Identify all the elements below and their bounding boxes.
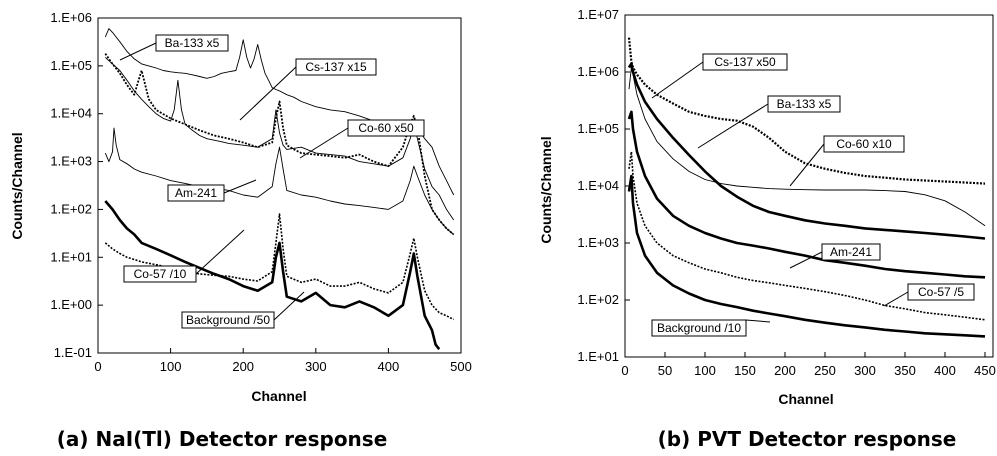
x-tick-label: 350 (894, 363, 916, 378)
annotation-ba133-b: Ba-133 x5 (697, 95, 841, 149)
annotation-label: Co-60 x50 (358, 121, 414, 135)
annotation-cs137-a: Cs-137 x15 (239, 58, 377, 121)
annotation-label: Cs-137 x50 (714, 55, 776, 69)
annotation-label: Am-241 (830, 245, 872, 259)
annotation-label: Am-241 (175, 186, 217, 200)
y-tick-label: 1.E+06 (50, 10, 92, 25)
x-tick-label: 200 (232, 359, 254, 374)
x-axis-label-a: Channel (251, 388, 306, 404)
annotation-label: Cs-137 x15 (305, 60, 367, 74)
y-axis-label-b: Counts/Channel (538, 136, 554, 243)
annotation-background-a: Background /50 (181, 291, 305, 329)
series-line-am-241 (627, 110, 986, 279)
y-tick-label: 1.E+05 (50, 58, 92, 73)
series-line-cs-137-x50 (627, 37, 986, 185)
x-tick-label: 100 (694, 363, 716, 378)
y-tick-label: 1.E+03 (577, 235, 619, 250)
annotation-am241-b: Am-241 (789, 243, 881, 269)
annotation-label: Co-57 /5 (918, 285, 964, 299)
series-line-background-10 (627, 174, 986, 338)
annotation-ba133-a: Ba-133 x5 (119, 34, 229, 61)
annotation-background-b: Background /10 (651, 319, 771, 337)
x-tick-label: 100 (160, 359, 182, 374)
x-tick-label: 500 (450, 359, 472, 374)
y-tick-label: 1.E+06 (577, 64, 619, 79)
x-tick-label: 300 (854, 363, 876, 378)
y-tick-label: 1.E+07 (577, 7, 619, 22)
y-tick-label: 1.E+04 (577, 178, 619, 193)
y-tick-label: 1.E+01 (577, 349, 619, 364)
nai-chart: 1.E-01 1.E+00 1.E+01 1.E+02 1.E+03 1.E+04 1.E+… (9, 10, 472, 451)
annotation-label: Background /10 (657, 321, 741, 335)
y-tick-label: 1.E+05 (577, 121, 619, 136)
x-tick-label: 300 (305, 359, 327, 374)
y-tick-label: 1.E+02 (577, 292, 619, 307)
plot-area-b (624, 14, 994, 358)
y-tick-label: 1.E+03 (50, 154, 92, 169)
x-tick-label: 0 (94, 359, 101, 374)
plot-area-a (97, 17, 462, 354)
series-line-am-241 (104, 127, 454, 235)
annotation-co60-b: Co-60 x10 (789, 135, 905, 187)
annotation-label: Ba-133 x5 (165, 36, 220, 50)
series-group-b (627, 37, 986, 338)
annotation-co57-b: Co-57 /5 (883, 283, 975, 307)
annotation-co60-a: Co-60 x50 (299, 119, 425, 159)
x-tick-label: 450 (974, 363, 996, 378)
caption-b: (b) PVT Detector response (658, 427, 957, 451)
annotation-label: Ba-133 x5 (777, 97, 832, 111)
series-group-a (104, 28, 455, 351)
series-line-cs-137-x15 (104, 57, 455, 221)
x-tick-label: 150 (734, 363, 756, 378)
x-tick-label: 50 (658, 363, 672, 378)
y-tick-label: 1.E+01 (50, 249, 92, 264)
series-line-co-57-5 (628, 150, 986, 321)
caption-a: (a) NaI(Tl) Detector response (57, 427, 388, 451)
annotation-am241-a: Am-241 (167, 179, 257, 202)
y-tick-label: 1.E-01 (54, 345, 92, 360)
x-tick-label: 250 (814, 363, 836, 378)
x-tick-label: 400 (378, 359, 400, 374)
ticks-a: 1.E-01 1.E+00 1.E+01 1.E+02 1.E+03 1.E+04 1.E+… (50, 10, 471, 374)
x-axis-label-b: Channel (778, 391, 833, 407)
ticks-b: 1.E+01 1.E+02 1.E+03 1.E+04 1.E+05 1.E+06 1.E+… (577, 7, 995, 378)
x-tick-label: 200 (774, 363, 796, 378)
series-line-background-50 (104, 200, 441, 351)
annotation-label: Co-60 x10 (836, 137, 892, 151)
series-line-co-60-x10 (628, 67, 986, 227)
series-line-co-60-x50 (104, 53, 455, 236)
annotation-cs137-b: Cs-137 x50 (651, 53, 788, 99)
x-tick-label: 0 (621, 363, 628, 378)
x-tick-label: 400 (934, 363, 956, 378)
annotation-label: Co-57 /10 (134, 267, 187, 281)
y-axis-label-a: Counts/Channel (9, 132, 25, 239)
series-line-ba-133-x5 (627, 62, 986, 240)
y-tick-label: 1.E+02 (50, 201, 92, 216)
annotation-co57-a: Co-57 /10 (123, 229, 245, 283)
y-tick-label: 1.E+00 (50, 297, 92, 312)
annotation-label: Background /50 (186, 313, 270, 327)
y-tick-label: 1.E+04 (50, 106, 92, 121)
series-line-co-57-10 (104, 213, 455, 321)
pvt-chart: 1.E+01 1.E+02 1.E+03 1.E+04 1.E+05 1.E+06 1.E+… (538, 7, 996, 451)
